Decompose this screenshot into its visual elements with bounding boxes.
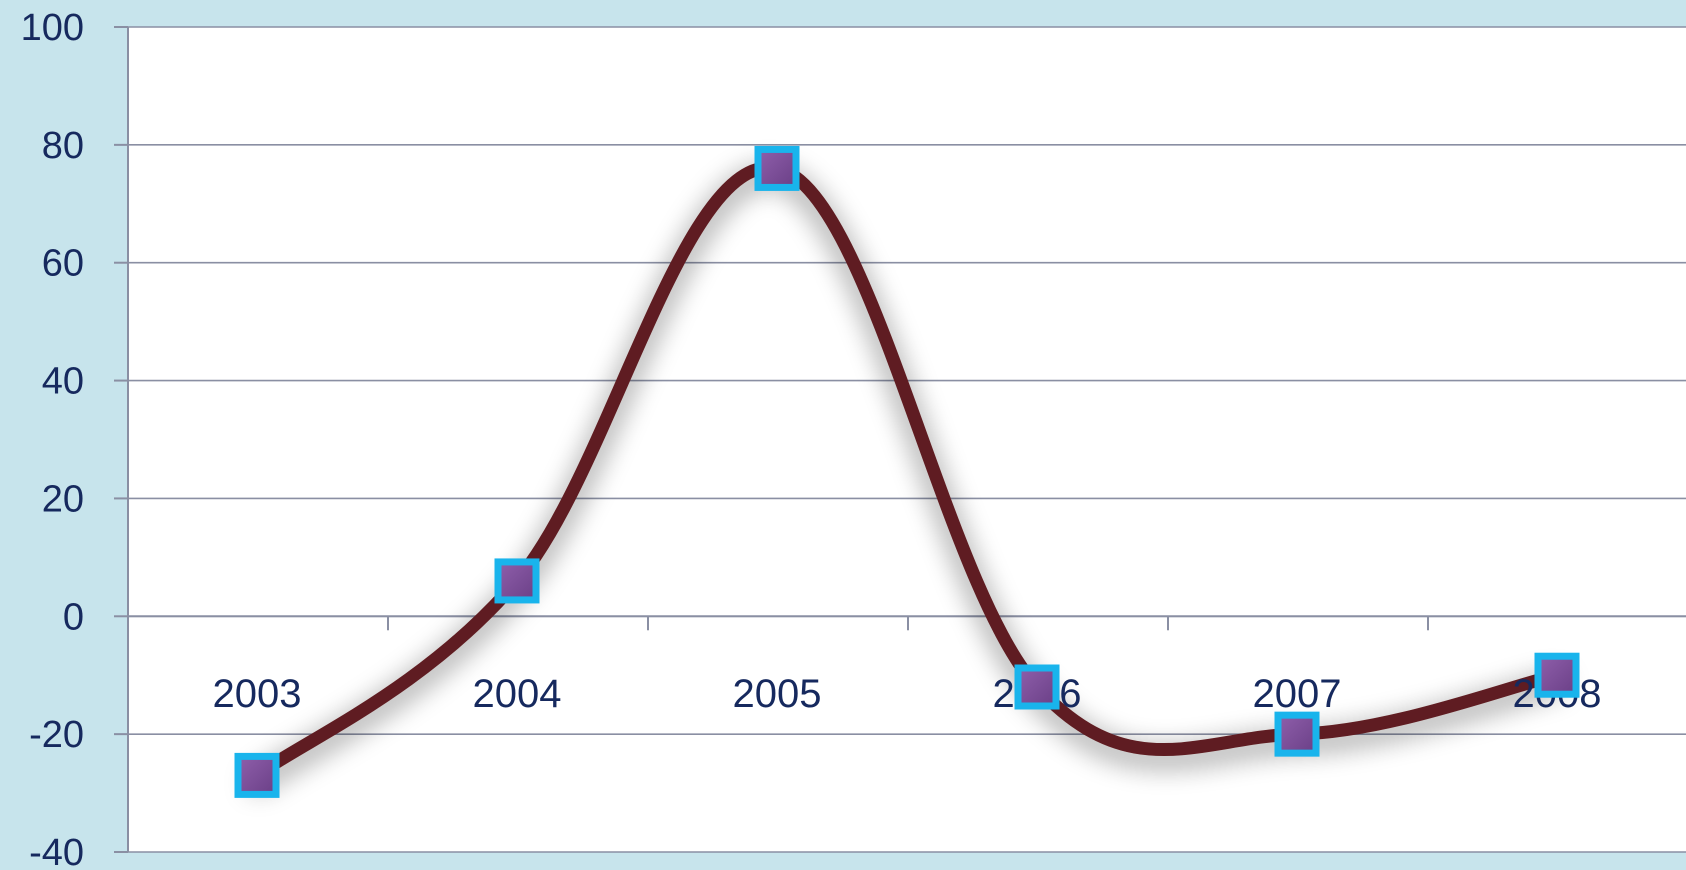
y-tick-label: -20 <box>29 714 84 756</box>
y-axis-tick-labels: 100 80 60 40 20 0 -20 -40 <box>21 7 84 870</box>
y-tick-label: 100 <box>21 7 84 49</box>
x-tick-label: 2003 <box>213 672 302 716</box>
plot-area <box>128 27 1686 852</box>
data-point-2007 <box>1274 711 1320 757</box>
data-point-2006 <box>1014 664 1060 710</box>
y-tick-label: 0 <box>63 596 84 638</box>
data-point-2004 <box>494 558 540 604</box>
y-tick-label: 20 <box>42 478 84 520</box>
y-tick-label: 80 <box>42 125 84 167</box>
data-point-2003 <box>234 752 280 798</box>
data-point-2005 <box>754 145 800 191</box>
y-tick-label: 60 <box>42 243 84 285</box>
y-tick-label: 40 <box>42 361 84 403</box>
y-tick-label: -40 <box>29 832 84 870</box>
x-tick-label: 2004 <box>473 672 562 716</box>
axes <box>114 26 1686 853</box>
x-tick-label: 2007 <box>1253 672 1342 716</box>
markers <box>234 145 1580 798</box>
data-point-2008 <box>1534 652 1580 698</box>
x-tick-label: 2005 <box>733 672 822 716</box>
